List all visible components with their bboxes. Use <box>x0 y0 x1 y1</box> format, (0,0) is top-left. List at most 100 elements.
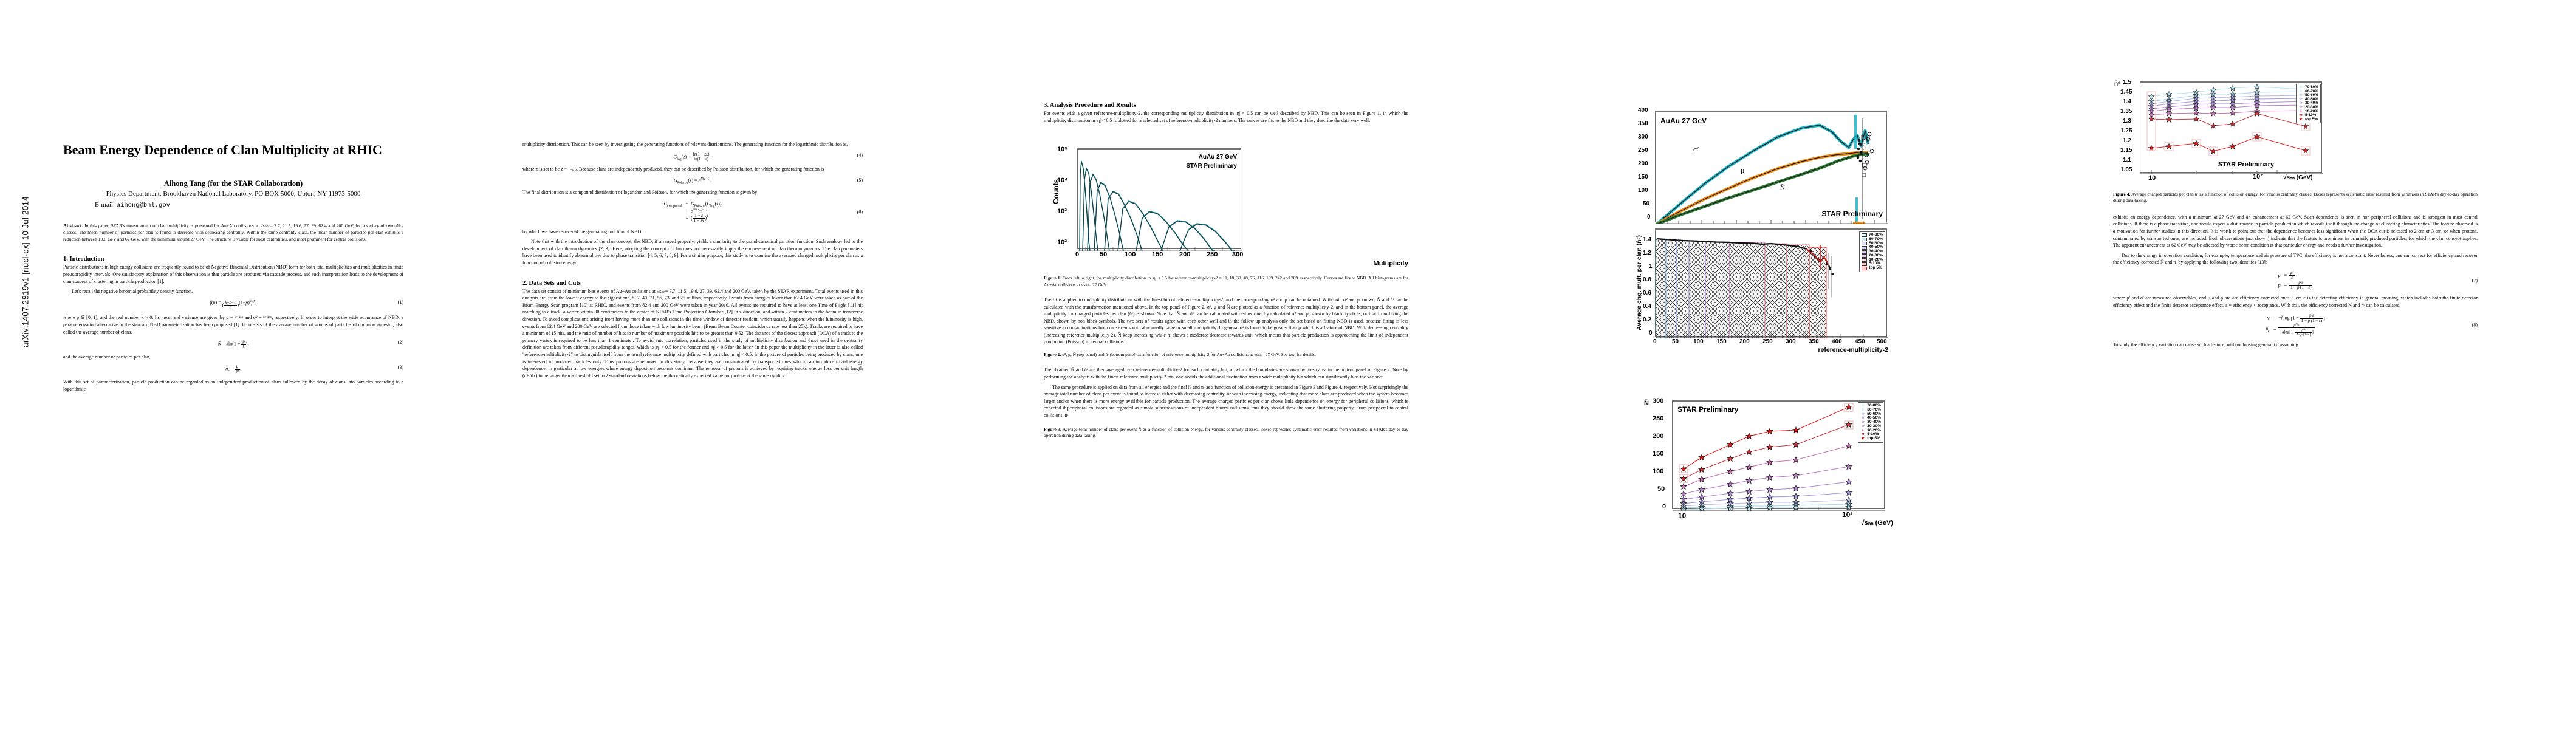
fig4-legend-item-70-80: ☆ 70-80% <box>2299 85 2318 89</box>
figure-4-series <box>2140 83 2323 174</box>
fig2bot-ytick-1: 1 <box>1649 263 1653 270</box>
figure-4-caption: Figure 4. Average charged particles per … <box>2113 191 2478 204</box>
intro-paragraph-5: With this set of parameterization, parti… <box>63 379 403 392</box>
legend-swatch-60-70 <box>1862 238 1868 242</box>
fig4-ytick-1p05: 1.05 <box>2120 166 2132 173</box>
intro-paragraph-4: and the average number of particles per … <box>63 354 151 360</box>
col5-paragraph-3: where μ' and σ' are measured observables… <box>2113 295 2478 308</box>
figure-1-label: Figure 1. <box>1044 275 1061 281</box>
abstract-label: Abstract. <box>63 223 83 229</box>
figure-2-top-panel: 400 350 300 250 200 150 100 50 0 <box>1634 107 1889 226</box>
figure-3-ylabel: N̄ <box>1644 400 1649 407</box>
equation-6: Gcompound = GPoisson(Glog(z)) = eN̄(Glog… <box>663 200 863 224</box>
fig1-xtick-0: 0 <box>1075 251 1080 259</box>
legend-star-icon: ☆ <box>1861 411 1865 416</box>
fig4-legend-item-60-70: ☆ 60-70% <box>2299 89 2318 94</box>
figure-3: N̄ 300 250 200 150 100 50 0 <box>1634 390 1893 531</box>
column-one: Beam Energy Dependence of Clan Multiplic… <box>63 0 403 395</box>
fig2bot-ytick-0p8: 0.8 <box>1643 276 1651 283</box>
analysis-paragraph-3: The obtained N̄ and n̄ᶜ are then average… <box>1044 367 1408 380</box>
figure-2-label: Figure 2. <box>1044 352 1061 358</box>
legend-star-icon: ☆ <box>2299 89 2303 94</box>
fig2top-ytick-350: 350 <box>1638 120 1648 127</box>
fig4-ytick-1p25: 1.25 <box>2120 128 2132 134</box>
figure-3-plot-area: STAR Preliminary ☆ 70-80% ☆ 60-70% ☆ 50-60%… <box>1672 400 1885 513</box>
col5-paragraph-1: exhibits an energy dependence, with a mi… <box>2113 214 2478 248</box>
figure-1-annotation-energy: AuAu 27 GeV <box>1198 154 1237 161</box>
equation-5: GPoisson(z) = eN̄(z−1). (5) <box>673 177 863 185</box>
figure-1-caption: Figure 1. From left to right, the multip… <box>1044 275 1408 288</box>
legend-star-icon: ☆ <box>1861 416 1865 420</box>
figure-2-bottom-bands-and-curve <box>1655 238 1888 339</box>
figure-4-label: Figure 4. <box>2113 191 2131 197</box>
fig2bot-xtick-450: 450 <box>1855 338 1865 345</box>
fig1-xtick-50: 50 <box>1100 251 1108 259</box>
byline: Aihong Tang (for the STAR Collaboration)… <box>63 179 403 197</box>
fig2bot-xtick-150: 150 <box>1716 338 1727 345</box>
figure-4-annotation-preliminary: STAR Preliminary <box>2218 161 2274 168</box>
figure-2-curve-label-nbar: N̄ <box>1780 184 1785 191</box>
figure-3-label: Figure 3. <box>1044 426 1061 432</box>
fig3-legend-item-5-10: ★ 5-10% <box>1861 432 1879 437</box>
figure-3-caption-text: Average total number of clans per event … <box>1044 426 1408 438</box>
abstract: Abstract. In this paper, STAR's measurem… <box>63 222 403 242</box>
fig1-ytick-1e3: 10³ <box>1057 208 1067 216</box>
fig3-legend-item-60-70: ☆ 60-70% <box>1861 407 1881 412</box>
email-address: aihong@bnl.gov <box>116 202 170 210</box>
datasets-paragraph-5: by which we have recovered the generatin… <box>522 228 643 234</box>
fig1-ytick-1e2: 10² <box>1057 239 1067 247</box>
legend-swatch-top5 <box>1862 266 1868 270</box>
figure-2-caption-text: σ², μ, N̄ (top panel) and n̄ᶜ (bottom pa… <box>1062 352 1316 358</box>
fig3-legend-item-30-40: ☆ 30-40% <box>1861 420 1881 425</box>
fig4-ytick-1p3: 1.3 <box>2123 118 2131 125</box>
equation-3-number: (3) <box>397 364 403 371</box>
fig4-ytick-1p2: 1.2 <box>2123 137 2131 144</box>
legend-star-icon: ☆ <box>2299 101 2303 106</box>
fig1-ytick-1e4: 10⁴ <box>1057 177 1068 185</box>
legend-star-icon: ☆ <box>1861 423 1865 428</box>
fig3-ytick-50: 50 <box>1657 485 1665 493</box>
legend-star-icon: ☆ <box>2299 109 2303 114</box>
legend-star-icon: ☆ <box>2299 97 2303 101</box>
analysis-paragraph-1: For events with a given reference-multip… <box>1044 111 1408 123</box>
equation-2-number: (2) <box>397 340 403 346</box>
legend-item-top5: top 5% <box>1862 265 1883 270</box>
figure-2-annotation-energy: AuAu 27 GeV <box>1660 117 1707 125</box>
fig2bot-xtick-400: 400 <box>1832 338 1842 345</box>
legend-item-40-50: 40-50% <box>1862 245 1883 250</box>
intro-paragraph-3: where p ∈ [0, 1], and the real number k … <box>63 315 403 335</box>
figure-4-plot-area: STAR Preliminary ☆ 70-80% ☆ 60-70% ☆ 50-60%… <box>2140 81 2323 174</box>
fig1-xtick-100: 100 <box>1125 251 1136 259</box>
legend-item-20-30: 20-30% <box>1862 253 1883 258</box>
legend-star-filled-icon: ★ <box>2299 117 2303 122</box>
legend-swatch-5-10 <box>1862 262 1868 266</box>
fig3-ytick-150: 150 <box>1653 450 1664 457</box>
figure-2-annotation-preliminary: STAR Preliminary <box>1821 210 1883 218</box>
legend-item-30-40: 30-40% <box>1862 249 1883 254</box>
fig4-legend-item-40-50: ☆ 40-50% <box>2299 97 2318 101</box>
legend-swatch-40-50 <box>1862 245 1868 250</box>
figure-3-series <box>1673 403 1885 513</box>
figure-1-annotation-preliminary: STAR Preliminary <box>1186 163 1237 170</box>
fig1-ytick-1e5: 10⁵ <box>1057 146 1068 154</box>
equation-8: N̄ = −klog [1 − p'ε 1 − p'(1 − ε)] n̄c = … <box>2266 313 2478 337</box>
fig2bot-xtick-0: 0 <box>1653 338 1657 345</box>
author-name: Aihong Tang (for the STAR Collaboration) <box>163 179 303 188</box>
fig2bot-xtick-500: 500 <box>1877 338 1887 345</box>
figure-3-annotation-preliminary: STAR Preliminary <box>1677 405 1739 414</box>
legend-star-icon: ☆ <box>1861 420 1865 425</box>
fig2top-ytick-0: 0 <box>1647 214 1651 221</box>
fig3-legend-item-50-60: ☆ 50-60% <box>1861 411 1881 416</box>
figure-2-bottom-xlabel: reference-multiplicity-2 <box>1818 346 1888 354</box>
figure-2-caption: Figure 2. σ², μ, N̄ (top panel) and n̄ᶜ … <box>1044 352 1408 358</box>
fig2bot-ytick-0p2: 0.2 <box>1643 317 1651 323</box>
fig2bot-xtick-300: 300 <box>1786 338 1796 345</box>
equation-6-number: (6) <box>857 209 863 215</box>
fig3-legend-item-top5: ★ top 5% <box>1861 436 1880 441</box>
figure-3-legend: ☆ 70-80% ☆ 60-70% ☆ 50-60% ☆ 40-50% ☆ 30-40% … <box>1858 402 1883 443</box>
col5-paragraph-2: Due to the change in operation condition… <box>2113 252 2478 265</box>
analysis-paragraph-2: The fit is applied to multiplicity distr… <box>1044 296 1408 345</box>
figure-2-bottom-panel: Average chg. mult. per clan (n̄ᶜ) 1.4 1.… <box>1634 226 1889 355</box>
section-heading-introduction: 1. Introduction <box>63 256 104 263</box>
